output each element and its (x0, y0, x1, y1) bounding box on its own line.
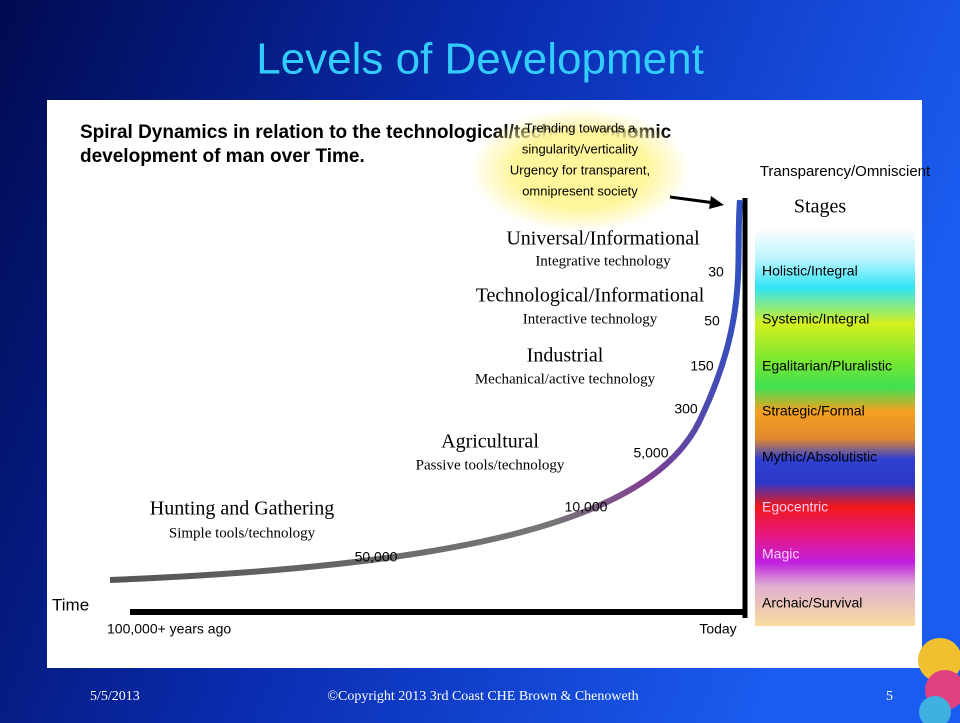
growth-curve (109, 199, 743, 583)
year-label: 300 (674, 401, 698, 417)
level-name: Hunting and Gathering (150, 498, 334, 520)
spiral-decoration (918, 638, 960, 723)
level-name: Agricultural (441, 431, 539, 453)
stage-label: Egalitarian/Pluralistic (762, 358, 892, 374)
stages-title: Stages (794, 196, 846, 218)
annotation-glow (470, 108, 690, 232)
year-label: 30 (708, 264, 724, 280)
annotation: singularity/verticality (522, 141, 639, 156)
footer-page: 5 (886, 689, 893, 704)
year-label: 10,000 (565, 499, 608, 515)
level-tech: Simple tools/technology (169, 525, 316, 541)
top-label: Transparency/Omniscient (760, 163, 931, 180)
arrow (669, 195, 716, 205)
stages: Holistic/Integral Systemic/Integral Egalit… (762, 263, 892, 611)
years: 30 50 150 300 5,000 10,000 50,000 (355, 264, 724, 565)
stage-label: Magic (762, 546, 799, 562)
axis-label: Time (52, 595, 89, 614)
level-tech: Mechanical/active technology (475, 371, 656, 387)
year-label: 150 (690, 358, 714, 374)
year-label: 50,000 (355, 549, 398, 565)
footer-date: 5/5/2013 (90, 689, 140, 704)
stage-label: Systemic/Integral (762, 311, 869, 327)
stage-label: Egocentric (762, 499, 828, 515)
level-name: Universal/Informational (506, 228, 700, 250)
stage-label: Archaic/Survival (762, 595, 862, 611)
level-tech: Passive tools/technology (416, 457, 565, 473)
stage-label: Strategic/Formal (762, 403, 865, 419)
annotation: Urgency for transparent, (510, 162, 650, 177)
axis-start: 100,000+ years ago (107, 621, 231, 637)
annotation: omnipresent society (522, 183, 638, 198)
annotation: Trending towards a (525, 120, 637, 135)
stage-label: Mythic/Absolutistic (762, 449, 877, 465)
year-label: 5,000 (633, 445, 668, 461)
footer-copyright: ©Copyright 2013 3rd Coast CHE Brown & Ch… (327, 689, 638, 704)
level-name: Industrial (527, 345, 604, 367)
title: Levels of Development (256, 35, 704, 84)
level-tech: Integrative technology (535, 253, 671, 269)
stage-bands (755, 228, 915, 626)
stage-label: Holistic/Integral (762, 263, 858, 279)
level-tech: Interactive technology (523, 311, 658, 327)
level-name: Technological/Informational (476, 285, 705, 307)
year-label: 50 (704, 313, 720, 329)
levels: Universal/Informational Integrative techn… (150, 228, 705, 542)
axis-end: Today (699, 621, 736, 637)
heading: development of man over Time. (80, 146, 365, 167)
arrow-head (709, 196, 724, 209)
